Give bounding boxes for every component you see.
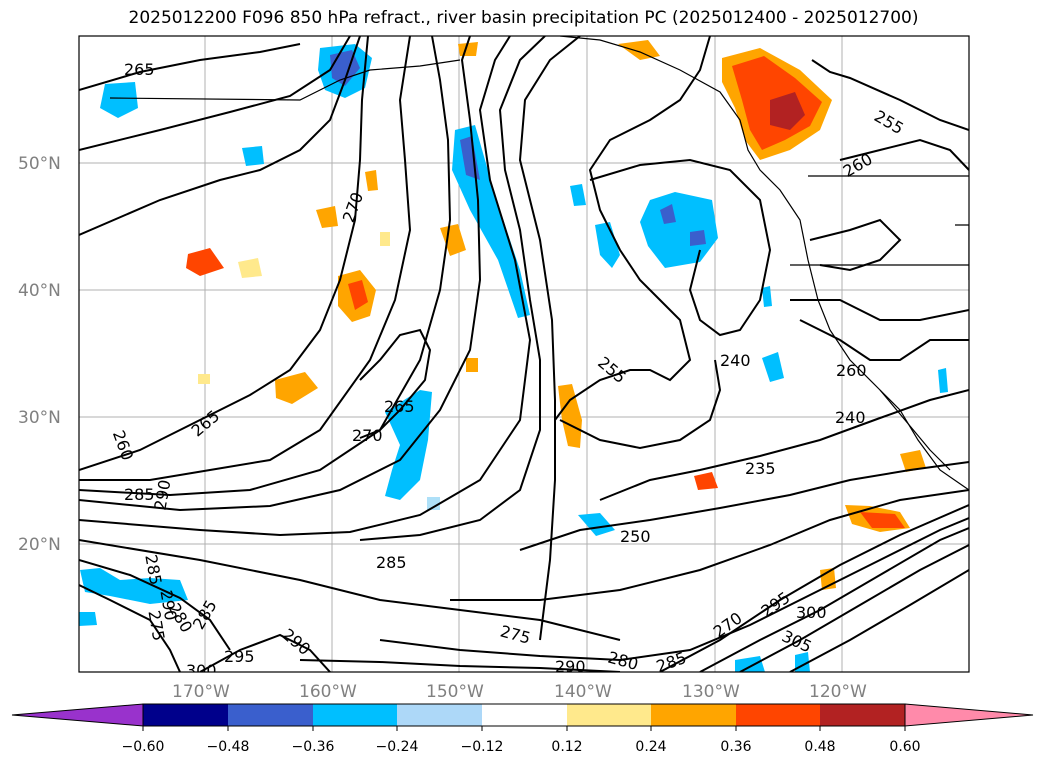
colorbar-segment bbox=[228, 704, 313, 726]
contour-label: 300 bbox=[186, 661, 217, 680]
lat-label: 30°N bbox=[18, 408, 61, 428]
longitude-labels: 170°W 160°W 150°W 140°W 130°W 120°W bbox=[172, 682, 867, 702]
colorbar-tick-label: 0.60 bbox=[889, 739, 920, 755]
colorbar-tick-label: −0.12 bbox=[461, 739, 504, 755]
lon-label: 170°W bbox=[172, 682, 230, 702]
lon-label: 120°W bbox=[809, 682, 867, 702]
colorbar: −0.60 −0.48 −0.36 −0.24 −0.12 0.12 0.24 … bbox=[11, 703, 1034, 755]
colorbar-tick-label: 0.24 bbox=[635, 739, 666, 755]
colorbar-extend-high bbox=[904, 703, 1034, 727]
contour-label: 240 bbox=[835, 408, 866, 427]
colorbar-frame bbox=[142, 703, 906, 727]
colorbar-tick-label: 0.36 bbox=[720, 739, 751, 755]
map-frame bbox=[78, 35, 970, 673]
contour-label: 290 bbox=[555, 657, 586, 676]
contour-label: 235 bbox=[745, 459, 776, 478]
lat-label: 20°N bbox=[18, 535, 61, 555]
map-plot-area bbox=[79, 36, 969, 672]
contour-label: 270 bbox=[352, 426, 383, 445]
colorbar-tick-label: 0.48 bbox=[804, 739, 835, 755]
contour-label: 260 bbox=[836, 361, 867, 380]
contour-label: 265 bbox=[124, 60, 155, 79]
contour-label: 240 bbox=[720, 351, 751, 370]
lon-label: 150°W bbox=[426, 682, 484, 702]
colorbar-segment bbox=[736, 704, 820, 726]
lon-label: 130°W bbox=[682, 682, 740, 702]
chart-title: 2025012200 F096 850 hPa refract., river … bbox=[128, 8, 919, 28]
colorbar-tick-label: −0.24 bbox=[376, 739, 419, 755]
colorbar-segment bbox=[397, 704, 482, 726]
colorbar-tick-label: 0.12 bbox=[551, 739, 582, 755]
lon-label: 160°W bbox=[299, 682, 357, 702]
lon-label: 140°W bbox=[554, 682, 612, 702]
contour-label: 250 bbox=[620, 527, 651, 546]
contour-label: 295 bbox=[224, 647, 255, 666]
colorbar-tick-label: −0.48 bbox=[207, 739, 250, 755]
colorbar-segment bbox=[651, 704, 736, 726]
colorbar-segment bbox=[482, 704, 567, 726]
colorbar-segment bbox=[313, 704, 397, 726]
contour-label: 285 bbox=[124, 485, 155, 504]
contour-label: 285 bbox=[376, 553, 407, 572]
colorbar-extend-low bbox=[11, 703, 144, 727]
colorbar-tick-label: −0.60 bbox=[122, 739, 165, 755]
contour-label: 300 bbox=[796, 603, 827, 622]
latitude-labels: 50°N 40°N 30°N 20°N bbox=[18, 154, 61, 555]
precip-positive-shading bbox=[186, 40, 926, 590]
colorbar-segment bbox=[567, 704, 651, 726]
colorbar-tick-label: −0.36 bbox=[292, 739, 335, 755]
contour-label: 265 bbox=[384, 397, 415, 416]
colorbar-segment bbox=[143, 704, 228, 726]
refractivity-contours bbox=[79, 36, 969, 672]
lat-label: 50°N bbox=[18, 154, 61, 174]
lat-label: 40°N bbox=[18, 281, 61, 301]
colorbar-segment bbox=[820, 704, 905, 726]
